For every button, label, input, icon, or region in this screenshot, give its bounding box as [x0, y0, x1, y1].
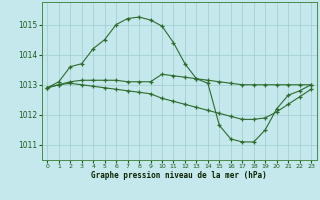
X-axis label: Graphe pression niveau de la mer (hPa): Graphe pression niveau de la mer (hPa): [91, 171, 267, 180]
